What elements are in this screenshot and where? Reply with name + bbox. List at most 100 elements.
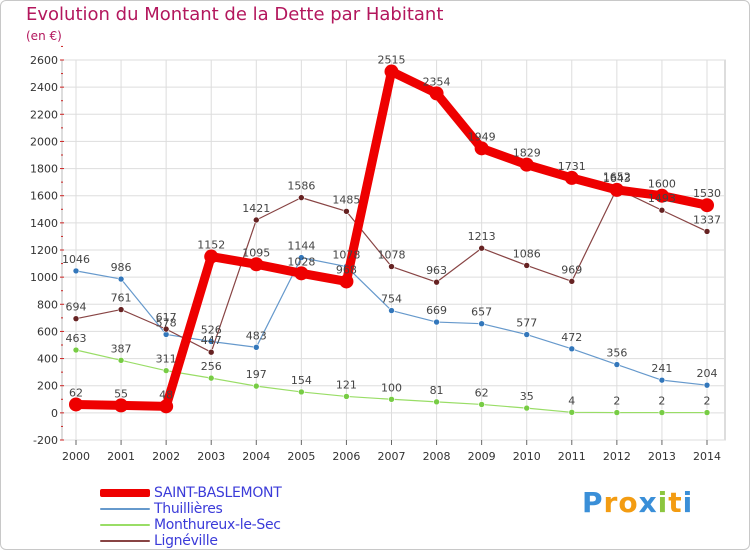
y-tick-label: 1600 bbox=[30, 190, 58, 203]
legend-item-ligneville: Lignéville bbox=[100, 533, 281, 549]
data-point bbox=[298, 194, 305, 201]
data-point bbox=[474, 141, 489, 156]
data-point bbox=[159, 399, 174, 414]
chart-title: Evolution du Montant de la Dette par Hab… bbox=[26, 4, 444, 25]
data-point bbox=[388, 307, 395, 314]
data-point bbox=[703, 228, 711, 235]
data-point bbox=[658, 376, 666, 384]
data-point bbox=[207, 338, 215, 345]
data-label: 81 bbox=[430, 384, 444, 397]
data-point bbox=[339, 274, 354, 289]
data-point bbox=[294, 266, 309, 281]
data-point bbox=[523, 262, 531, 269]
data-label: 669 bbox=[426, 304, 447, 317]
data-label: 968 bbox=[336, 263, 357, 276]
y-tick-label: 1000 bbox=[30, 271, 58, 284]
data-label: 1421 bbox=[242, 202, 270, 215]
data-point bbox=[204, 249, 219, 264]
y-tick-label: 800 bbox=[37, 298, 58, 311]
data-point bbox=[658, 206, 666, 214]
x-tick-label: 2011 bbox=[558, 450, 586, 463]
y-tick-label: 1400 bbox=[30, 217, 58, 230]
data-point bbox=[384, 64, 399, 79]
data-label: 1152 bbox=[197, 239, 225, 252]
data-label: 986 bbox=[111, 261, 132, 274]
data-point bbox=[162, 367, 170, 374]
data-label: 311 bbox=[156, 353, 177, 366]
data-label: 1829 bbox=[513, 147, 541, 160]
data-label: 55 bbox=[114, 387, 128, 400]
data-label: 1731 bbox=[558, 160, 586, 173]
data-point bbox=[703, 381, 711, 389]
data-label: 241 bbox=[651, 362, 672, 375]
data-label: 617 bbox=[156, 311, 177, 324]
legend-label: Lignéville bbox=[154, 533, 218, 549]
data-point bbox=[388, 395, 395, 403]
data-label: 256 bbox=[201, 360, 222, 373]
data-label: 2354 bbox=[423, 75, 451, 88]
data-point bbox=[568, 409, 576, 416]
y-tick-label: 200 bbox=[37, 380, 58, 393]
data-point bbox=[252, 216, 260, 224]
legend-item-saint-baslemont: SAINT-BASLEMONT bbox=[100, 485, 282, 501]
data-label: 1485 bbox=[332, 193, 360, 206]
x-tick-label: 2001 bbox=[107, 450, 135, 463]
data-label: 754 bbox=[381, 293, 402, 306]
data-point bbox=[613, 361, 621, 368]
data-label: 2 bbox=[658, 395, 665, 408]
data-point bbox=[658, 409, 666, 416]
data-label: 1530 bbox=[693, 187, 721, 200]
logo-letter: i bbox=[657, 486, 669, 519]
y-tick-label: 2600 bbox=[30, 54, 58, 67]
data-point bbox=[298, 388, 305, 396]
data-label: 4 bbox=[568, 394, 575, 407]
data-label: 447 bbox=[201, 334, 222, 347]
data-point bbox=[249, 257, 264, 272]
data-label: 48 bbox=[159, 388, 173, 401]
data-point bbox=[564, 170, 579, 185]
chart-subtitle: (en €) bbox=[26, 29, 62, 43]
data-label: 1095 bbox=[242, 246, 270, 259]
data-label: 356 bbox=[606, 347, 627, 360]
data-label: 197 bbox=[246, 368, 267, 381]
data-label: 62 bbox=[475, 386, 489, 399]
data-label: 2 bbox=[704, 395, 711, 408]
data-label: 694 bbox=[66, 301, 87, 314]
data-point bbox=[478, 244, 485, 252]
data-label: 2515 bbox=[378, 54, 406, 67]
x-tick-label: 2007 bbox=[378, 450, 406, 463]
x-tick-label: 2004 bbox=[242, 450, 270, 463]
data-label: 204 bbox=[697, 367, 718, 380]
data-label: 1144 bbox=[287, 240, 315, 253]
x-tick-label: 2012 bbox=[603, 450, 631, 463]
data-label: 1078 bbox=[332, 249, 360, 262]
legend-item-thuillieres: Thuillières bbox=[100, 501, 281, 517]
data-point bbox=[433, 398, 440, 406]
data-label: 578 bbox=[156, 316, 177, 329]
x-tick-label: 2000 bbox=[62, 450, 90, 463]
data-label: 1949 bbox=[468, 130, 496, 143]
data-label: 526 bbox=[201, 323, 222, 336]
x-tick-label: 2013 bbox=[648, 450, 676, 463]
data-point bbox=[343, 208, 350, 215]
data-point bbox=[700, 198, 714, 213]
data-point bbox=[433, 278, 440, 286]
data-label: 1493 bbox=[648, 192, 676, 205]
x-tick-label: 2006 bbox=[332, 450, 360, 463]
data-label: 2 bbox=[613, 395, 620, 408]
data-label: 577 bbox=[516, 317, 537, 330]
data-label: 963 bbox=[426, 264, 447, 277]
data-point bbox=[523, 404, 531, 412]
y-tick-label: 1200 bbox=[30, 244, 58, 257]
data-point bbox=[298, 254, 305, 261]
data-point bbox=[568, 278, 576, 285]
data-point bbox=[433, 318, 440, 326]
data-label: 1652 bbox=[603, 171, 631, 184]
legend-label: Monthureux-le-Sec bbox=[154, 517, 281, 533]
y-tick-label: 400 bbox=[37, 353, 58, 366]
data-label: 387 bbox=[111, 342, 132, 355]
data-point bbox=[343, 393, 350, 400]
data-point bbox=[478, 320, 485, 327]
data-point bbox=[207, 374, 215, 382]
